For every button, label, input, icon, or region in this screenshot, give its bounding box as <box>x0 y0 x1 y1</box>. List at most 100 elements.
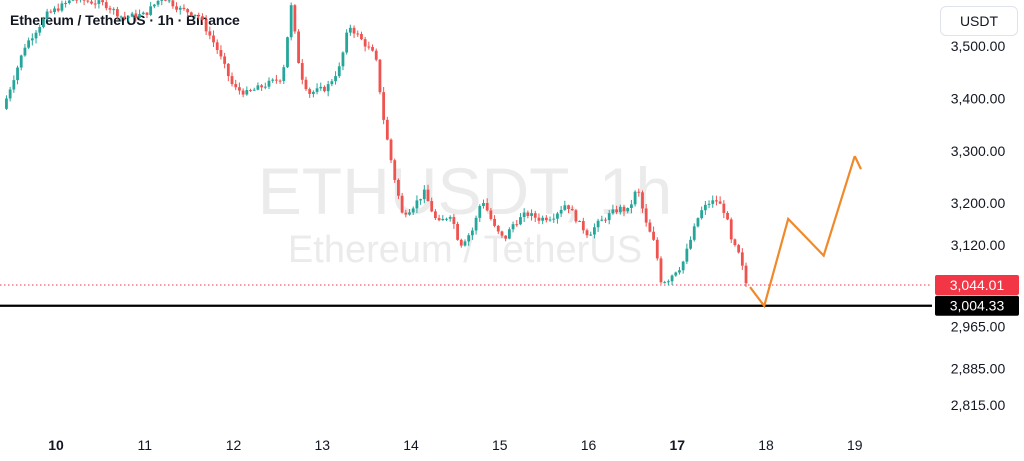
candle <box>363 36 367 52</box>
candle-body <box>53 8 56 13</box>
candle <box>408 208 411 216</box>
candle <box>629 199 633 214</box>
candle-body <box>652 231 655 240</box>
candle <box>382 87 386 125</box>
projection-path-group <box>749 155 862 309</box>
candle-body <box>493 218 496 226</box>
candle <box>156 0 160 7</box>
candle <box>585 228 589 239</box>
candle <box>593 223 596 239</box>
candle-body <box>238 87 241 91</box>
candle-body <box>149 6 153 15</box>
candle <box>445 217 448 222</box>
candle-body <box>593 227 596 235</box>
candle-body <box>445 218 448 220</box>
candle-body <box>204 19 208 32</box>
candle <box>567 204 570 214</box>
candle <box>178 5 182 15</box>
candle-body <box>515 224 519 226</box>
candle-body <box>64 2 68 4</box>
candle <box>578 220 582 223</box>
candle <box>378 58 382 95</box>
candle-body <box>482 202 485 207</box>
candle-body <box>189 12 193 16</box>
candle <box>556 211 559 224</box>
candle <box>334 71 337 85</box>
candle <box>430 197 434 213</box>
candle <box>559 205 563 218</box>
time-axis[interactable]: 10 11 12 13 14 15 16 17 18 19 <box>48 437 863 453</box>
candle <box>463 239 467 247</box>
candle-body <box>345 32 349 53</box>
candle <box>115 6 119 20</box>
candle <box>267 77 271 90</box>
candle-body <box>226 63 230 77</box>
candle <box>204 15 208 36</box>
candle <box>718 196 722 205</box>
x-tick-label: 18 <box>758 437 774 453</box>
candle <box>201 13 204 23</box>
candle-body <box>323 86 326 92</box>
candle-body <box>563 205 567 210</box>
candle <box>600 215 604 222</box>
candle-body <box>263 86 267 88</box>
candle-body <box>56 8 60 11</box>
candle-body <box>596 220 600 228</box>
candle <box>422 185 426 204</box>
candle-body <box>737 245 741 253</box>
candle-body <box>437 218 441 221</box>
candle <box>64 0 68 8</box>
candle <box>208 26 212 40</box>
candle <box>385 116 389 141</box>
candle-body <box>474 217 478 231</box>
candle <box>426 184 430 202</box>
x-tick-label: 19 <box>847 437 863 453</box>
candle-body <box>411 208 415 213</box>
candle <box>289 2 293 41</box>
candle-body <box>171 0 175 7</box>
candle-body <box>60 3 64 11</box>
currency-selector[interactable]: USDT <box>940 6 1018 36</box>
candle-body <box>415 200 419 209</box>
candle <box>304 76 308 91</box>
candle <box>404 209 408 218</box>
candle <box>238 82 241 95</box>
candle <box>341 51 345 71</box>
support-price-tag: 3,004.33 <box>935 295 1019 316</box>
y-tick-label: 2,815.00 <box>951 397 1006 413</box>
candle <box>42 16 45 29</box>
candle-body <box>556 213 559 219</box>
candle-body <box>496 225 500 232</box>
candle <box>482 199 485 209</box>
candle <box>345 29 349 55</box>
candle-body <box>164 0 167 1</box>
candle <box>541 215 545 225</box>
candle <box>223 52 227 69</box>
candle-body <box>404 212 408 215</box>
candle-body <box>537 217 541 221</box>
candle-body <box>201 16 204 20</box>
candle-body <box>648 222 652 232</box>
candle <box>648 219 652 233</box>
candle-body <box>341 52 345 67</box>
candle <box>271 78 275 83</box>
candle-body <box>245 90 249 95</box>
candle <box>86 0 90 4</box>
candle <box>38 24 42 36</box>
candle <box>16 65 19 85</box>
candle <box>175 2 178 13</box>
candle <box>459 238 463 248</box>
candle <box>323 85 326 93</box>
candle-body <box>519 217 522 225</box>
candle-body <box>696 218 700 227</box>
candle <box>393 158 397 183</box>
candle-body <box>504 235 508 239</box>
candle-body <box>544 217 548 221</box>
price-axis[interactable]: 3,500.00 3,400.00 3,300.00 3,200.00 3,120.00… <box>951 38 1006 413</box>
candle-body <box>134 13 138 18</box>
candle <box>644 204 648 227</box>
candle <box>193 14 197 19</box>
candle-body <box>740 252 744 266</box>
candle-body <box>644 208 648 223</box>
